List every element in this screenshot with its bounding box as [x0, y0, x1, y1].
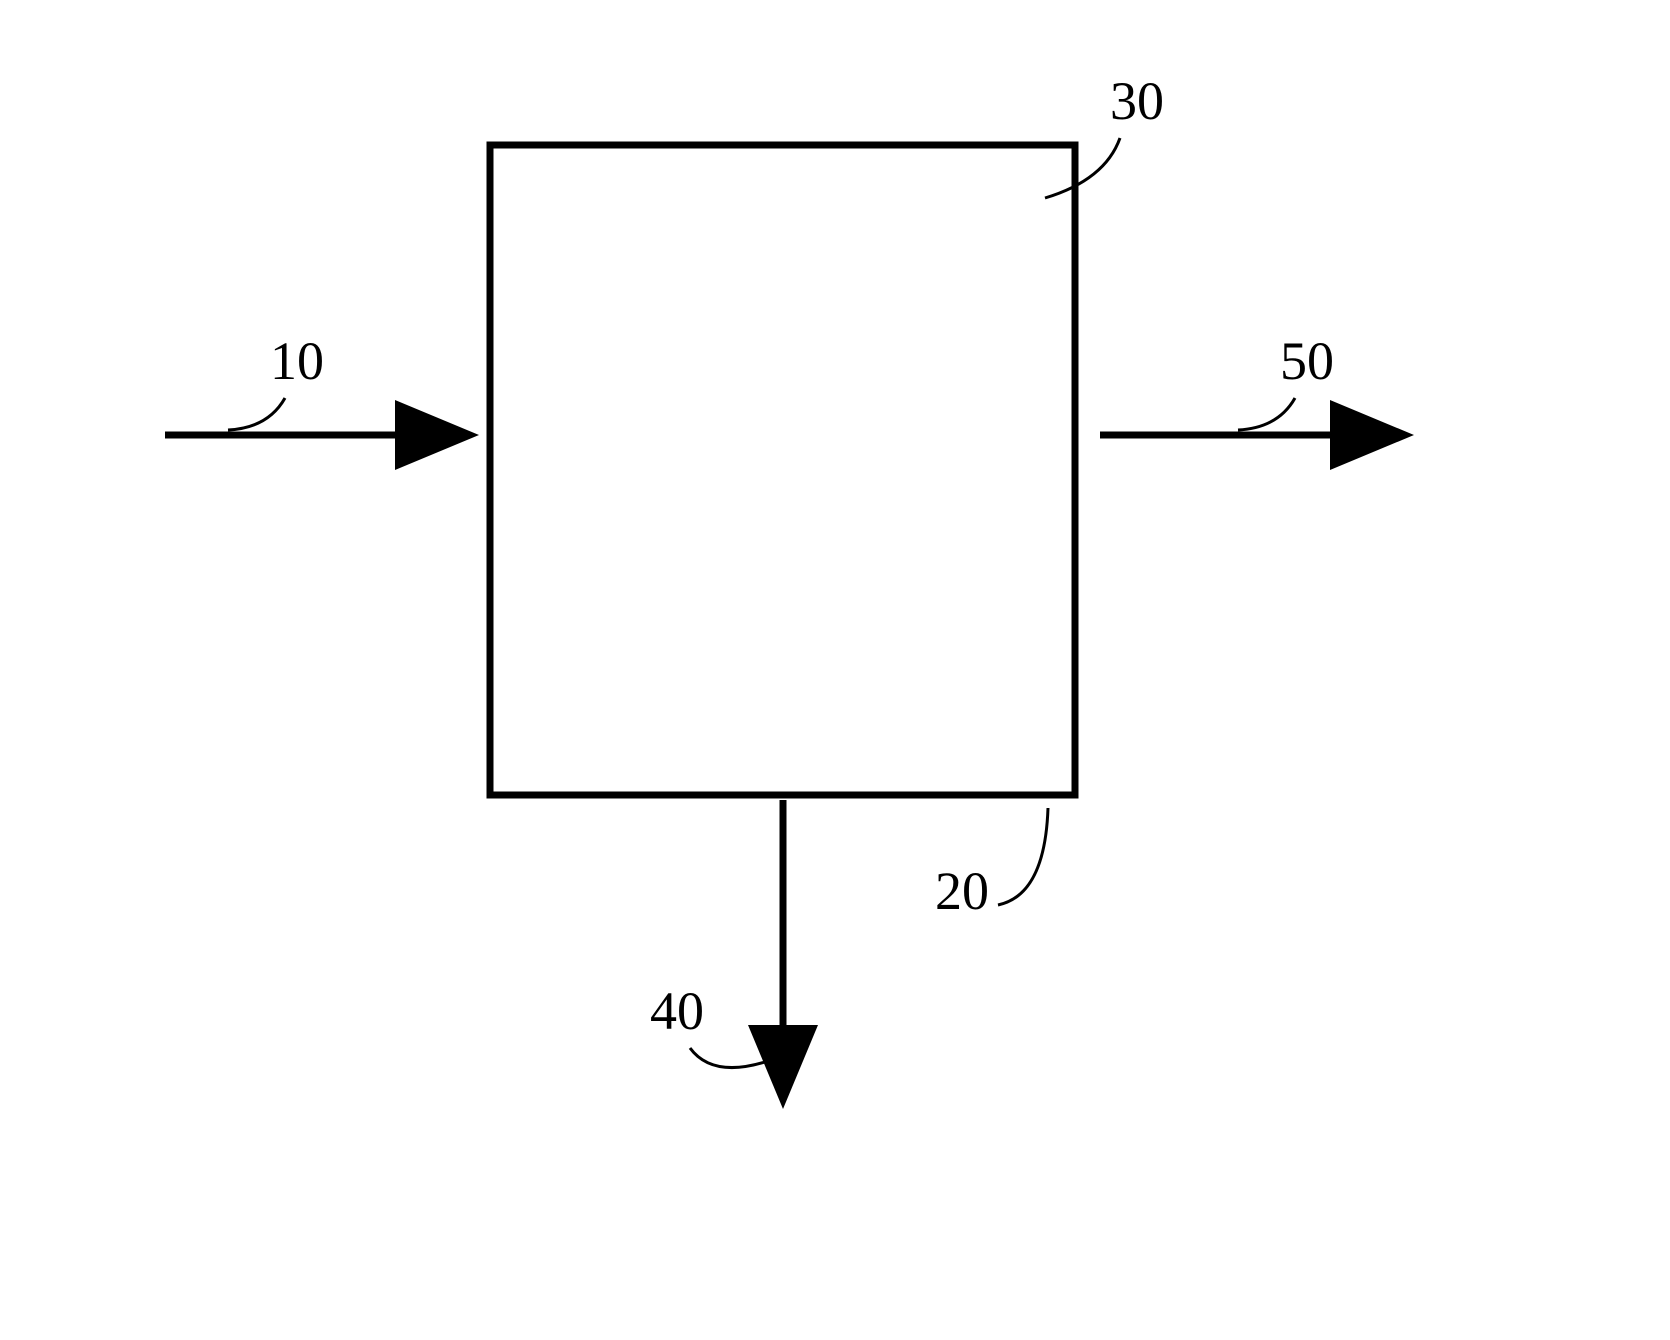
- block-diagram: 10 30 50 20 40: [0, 0, 1670, 1335]
- label-30: 30: [1110, 70, 1164, 132]
- callout-leader-10: [228, 398, 285, 430]
- callout-leader-20: [998, 808, 1048, 905]
- label-40: 40: [650, 980, 704, 1042]
- label-20: 20: [935, 860, 989, 922]
- label-10: 10: [270, 330, 324, 392]
- label-50: 50: [1280, 330, 1334, 392]
- callout-leader-50: [1238, 398, 1295, 430]
- process-box: [490, 145, 1075, 795]
- callout-leader-40: [690, 1048, 765, 1068]
- diagram-svg: [0, 0, 1670, 1335]
